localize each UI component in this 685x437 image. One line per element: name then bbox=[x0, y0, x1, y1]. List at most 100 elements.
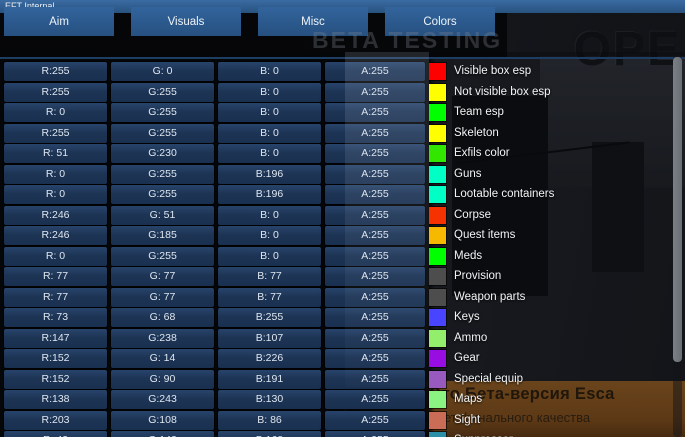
color-swatch[interactable] bbox=[429, 350, 446, 367]
g-field[interactable]: G:255 bbox=[111, 185, 214, 204]
b-field[interactable]: B:168 bbox=[218, 431, 321, 437]
b-field[interactable]: B: 77 bbox=[218, 287, 321, 307]
r-field[interactable]: R:138 bbox=[4, 390, 107, 409]
a-field[interactable]: A:255 bbox=[325, 226, 425, 245]
color-swatch[interactable] bbox=[429, 309, 446, 326]
a-field[interactable]: A:255 bbox=[325, 62, 425, 81]
a-field[interactable]: A:255 bbox=[325, 328, 425, 348]
b-field[interactable]: B:226 bbox=[218, 349, 321, 368]
a-field[interactable]: A:255 bbox=[325, 308, 425, 327]
a-field[interactable]: A:255 bbox=[325, 205, 425, 225]
g-field[interactable]: G:143 bbox=[111, 431, 214, 437]
r-field[interactable]: R: 77 bbox=[4, 267, 107, 286]
color-swatch[interactable] bbox=[429, 227, 446, 244]
g-field[interactable]: G:255 bbox=[111, 103, 214, 122]
tab-colors[interactable]: Colors bbox=[385, 7, 495, 36]
color-swatch[interactable] bbox=[429, 288, 446, 306]
g-field[interactable]: G:255 bbox=[111, 123, 214, 143]
g-field[interactable]: G:243 bbox=[111, 390, 214, 409]
g-field[interactable]: G: 90 bbox=[111, 369, 214, 389]
r-field[interactable]: R: 0 bbox=[4, 164, 107, 184]
r-field[interactable]: R:152 bbox=[4, 349, 107, 368]
b-field[interactable]: B:107 bbox=[218, 328, 321, 348]
b-field[interactable]: B:130 bbox=[218, 390, 321, 409]
g-field[interactable]: G: 0 bbox=[111, 62, 214, 81]
a-field[interactable]: A:255 bbox=[325, 287, 425, 307]
r-field[interactable]: R: 51 bbox=[4, 144, 107, 163]
r-field[interactable]: R: 73 bbox=[4, 308, 107, 327]
tab-misc[interactable]: Misc bbox=[258, 7, 368, 36]
g-field[interactable]: G:255 bbox=[111, 246, 214, 266]
r-field[interactable]: R:255 bbox=[4, 82, 107, 102]
tab-visuals[interactable]: Visuals bbox=[131, 7, 241, 36]
a-field[interactable]: A:255 bbox=[325, 410, 425, 430]
color-swatch[interactable] bbox=[429, 104, 446, 121]
r-field[interactable]: R: 0 bbox=[4, 185, 107, 204]
a-field[interactable]: A:255 bbox=[325, 369, 425, 389]
tab-aim[interactable]: Aim bbox=[4, 7, 114, 36]
color-swatch[interactable] bbox=[429, 411, 446, 429]
r-field[interactable]: R:246 bbox=[4, 205, 107, 225]
color-swatch[interactable] bbox=[429, 63, 446, 80]
a-field[interactable]: A:255 bbox=[325, 349, 425, 368]
a-field[interactable]: A:255 bbox=[325, 103, 425, 122]
b-field[interactable]: B:255 bbox=[218, 308, 321, 327]
g-field[interactable]: G: 14 bbox=[111, 349, 214, 368]
color-swatch[interactable] bbox=[429, 329, 446, 347]
r-field[interactable]: R: 0 bbox=[4, 246, 107, 266]
g-field[interactable]: G:108 bbox=[111, 410, 214, 430]
g-field[interactable]: G:238 bbox=[111, 328, 214, 348]
color-swatch[interactable] bbox=[429, 83, 446, 101]
a-field[interactable]: A:255 bbox=[325, 390, 425, 409]
b-field[interactable]: B: 0 bbox=[218, 123, 321, 143]
color-swatch[interactable] bbox=[429, 247, 446, 265]
scrollbar-thumb[interactable] bbox=[673, 57, 682, 362]
g-field[interactable]: G: 68 bbox=[111, 308, 214, 327]
a-field[interactable]: A:255 bbox=[325, 431, 425, 437]
a-field[interactable]: A:255 bbox=[325, 82, 425, 102]
r-field[interactable]: R:246 bbox=[4, 226, 107, 245]
r-field[interactable]: R:147 bbox=[4, 328, 107, 348]
a-field[interactable]: A:255 bbox=[325, 246, 425, 266]
g-field[interactable]: G: 77 bbox=[111, 287, 214, 307]
color-swatch[interactable] bbox=[429, 145, 446, 162]
color-swatch[interactable] bbox=[429, 186, 446, 203]
g-field[interactable]: G:185 bbox=[111, 226, 214, 245]
a-field[interactable]: A:255 bbox=[325, 123, 425, 143]
b-field[interactable]: B:196 bbox=[218, 164, 321, 184]
a-field[interactable]: A:255 bbox=[325, 267, 425, 286]
r-field[interactable]: R:255 bbox=[4, 62, 107, 81]
color-swatch[interactable] bbox=[429, 206, 446, 224]
b-field[interactable]: B: 0 bbox=[218, 82, 321, 102]
g-field[interactable]: G: 77 bbox=[111, 267, 214, 286]
b-field[interactable]: B: 86 bbox=[218, 410, 321, 430]
b-field[interactable]: B: 0 bbox=[218, 144, 321, 163]
a-field[interactable]: A:255 bbox=[325, 144, 425, 163]
r-field[interactable]: R: 43 bbox=[4, 431, 107, 437]
color-swatch[interactable] bbox=[429, 432, 446, 437]
r-field[interactable]: R:152 bbox=[4, 369, 107, 389]
b-field[interactable]: B:191 bbox=[218, 369, 321, 389]
color-swatch[interactable] bbox=[429, 124, 446, 142]
a-field[interactable]: A:255 bbox=[325, 164, 425, 184]
g-field[interactable]: G: 51 bbox=[111, 205, 214, 225]
b-field[interactable]: B: 0 bbox=[218, 246, 321, 266]
b-field[interactable]: B: 0 bbox=[218, 226, 321, 245]
color-swatch[interactable] bbox=[429, 165, 446, 183]
g-field[interactable]: G:255 bbox=[111, 164, 214, 184]
r-field[interactable]: R:203 bbox=[4, 410, 107, 430]
b-field[interactable]: B: 0 bbox=[218, 62, 321, 81]
b-field[interactable]: B:196 bbox=[218, 185, 321, 204]
b-field[interactable]: B: 0 bbox=[218, 205, 321, 225]
color-swatch[interactable] bbox=[429, 391, 446, 408]
r-field[interactable]: R: 77 bbox=[4, 287, 107, 307]
b-field[interactable]: B: 0 bbox=[218, 103, 321, 122]
color-swatch[interactable] bbox=[429, 370, 446, 388]
g-field[interactable]: G:230 bbox=[111, 144, 214, 163]
r-field[interactable]: R:255 bbox=[4, 123, 107, 143]
a-field[interactable]: A:255 bbox=[325, 185, 425, 204]
color-swatch[interactable] bbox=[429, 268, 446, 285]
b-field[interactable]: B: 77 bbox=[218, 267, 321, 286]
r-field[interactable]: R: 0 bbox=[4, 103, 107, 122]
g-field[interactable]: G:255 bbox=[111, 82, 214, 102]
